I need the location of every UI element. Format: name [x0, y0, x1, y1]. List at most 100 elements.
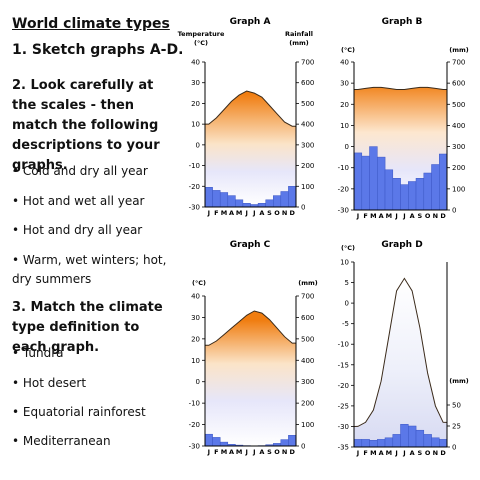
x-tick-label: A: [229, 209, 234, 217]
temperature-area: [205, 91, 296, 207]
x-tick-label: N: [433, 212, 438, 220]
y2-tick-label: 25: [452, 423, 461, 431]
x-tick-label: O: [274, 209, 280, 217]
rainfall-bar: [408, 425, 417, 448]
x-tick-label: J: [402, 212, 405, 220]
instruction-3: 3. Match the climate type definition to …: [12, 300, 163, 355]
temperature-area: [354, 278, 447, 447]
y2-axis-label: Rainfall: [285, 30, 313, 38]
y2-tick-label: 50: [452, 402, 461, 410]
x-tick-label: N: [282, 448, 287, 456]
y2-tick-label: 100: [301, 421, 314, 429]
y2-tick-label: 100: [452, 185, 465, 193]
rainfall-bar: [361, 439, 370, 448]
y2-tick-label: 300: [452, 143, 465, 151]
x-tick-label: M: [386, 212, 392, 220]
y-tick-label: 10: [340, 122, 349, 130]
y-tick-label: -10: [338, 164, 349, 172]
x-tick-label: D: [289, 448, 295, 456]
x-tick-label: J: [394, 449, 397, 457]
y2-tick-label: 200: [301, 162, 314, 170]
y-tick-label: -30: [189, 443, 200, 451]
rainfall-bar: [377, 156, 386, 211]
page-title: World climate types: [12, 16, 170, 32]
rainfall-bar: [423, 434, 432, 448]
rainfall-bar: [415, 429, 425, 448]
rainfall-bar: [273, 195, 282, 208]
temperature-line: [353, 277, 448, 427]
y-tick-label: -20: [338, 382, 349, 390]
rainfall-bar: [439, 153, 448, 211]
y2-tick-label: 400: [301, 357, 314, 365]
y-tick-label: -10: [189, 400, 200, 408]
rainfall-bar: [353, 152, 363, 211]
x-tick-label: A: [379, 449, 384, 457]
temperature-line: [204, 90, 297, 127]
y2-tick-label: 0: [301, 204, 305, 212]
temperature-line: [204, 310, 297, 346]
x-tick-label: J: [207, 448, 210, 456]
rainfall-bar: [288, 186, 297, 208]
y-tick-label: -30: [189, 204, 200, 212]
y-tick-label: -35: [338, 444, 349, 452]
rainfall-bar: [212, 437, 221, 447]
x-tick-label: A: [259, 209, 264, 217]
rainfall-bar: [235, 199, 244, 208]
rainfall-bar: [288, 435, 297, 447]
y-tick-label: 20: [191, 100, 200, 108]
y2-tick-label: 300: [301, 141, 314, 149]
description-item: • Hot and wet all year: [12, 194, 145, 208]
y2-tick-label: 700: [452, 59, 465, 67]
temperature-line: [353, 86, 448, 91]
x-tick-label: F: [363, 449, 367, 457]
y2-tick-label: 200: [452, 164, 465, 172]
rainfall-bar: [219, 192, 229, 208]
rainfall-bar: [242, 203, 251, 208]
graph-title: Graph C: [230, 240, 271, 250]
x-tick-label: D: [440, 212, 446, 220]
x-tick-label: F: [214, 209, 218, 217]
rainfall-bar: [392, 434, 401, 448]
y2-tick-label: 500: [301, 335, 314, 343]
y2-tick-label: 600: [452, 80, 465, 88]
y-tick-label: -20: [189, 183, 200, 191]
y2-tick-label: 700: [301, 293, 314, 301]
x-tick-label: M: [236, 209, 242, 217]
y-tick-label: 0: [345, 143, 349, 151]
y2-axis-label: (mm): [449, 377, 469, 385]
y-tick-label: 40: [191, 293, 200, 301]
x-tick-label: N: [282, 209, 287, 217]
description-item: • Hot and dry all year: [12, 223, 143, 237]
y-tick-label: -20: [189, 421, 200, 429]
y-tick-label: 5: [345, 279, 349, 287]
y2-tick-label: 200: [301, 400, 314, 408]
y-tick-label: -30: [338, 423, 349, 431]
x-tick-label: O: [425, 449, 431, 457]
rainfall-bar: [219, 441, 229, 447]
rainfall-bar: [415, 178, 425, 211]
rainfall-bar: [204, 187, 213, 208]
x-tick-label: O: [274, 448, 280, 456]
x-tick-label: J: [356, 212, 359, 220]
graph-title: Graph D: [381, 240, 422, 250]
y2-tick-label: 0: [301, 443, 305, 451]
y2-tick-label: 400: [301, 121, 314, 129]
x-tick-label: D: [440, 449, 446, 457]
climate-type-item: • Hot desert: [12, 376, 87, 390]
rainfall-bar: [212, 190, 221, 208]
x-tick-label: A: [410, 212, 415, 220]
instruction-1: 1. Sketch graphs A-D.: [12, 42, 184, 58]
y-tick-label: 30: [191, 314, 200, 322]
y-tick-label: 40: [191, 59, 200, 67]
rainfall-bar: [369, 146, 378, 211]
rainfall-bar: [361, 155, 370, 211]
x-tick-label: S: [418, 212, 423, 220]
x-tick-label: N: [433, 449, 438, 457]
y-tick-label: -30: [338, 207, 349, 215]
y-axis-label: (°C): [341, 46, 355, 54]
y-tick-label: -20: [338, 185, 349, 193]
y-tick-label: 0: [196, 378, 200, 386]
rainfall-bar: [431, 164, 440, 211]
y2-axis-label: (mm): [449, 46, 469, 54]
